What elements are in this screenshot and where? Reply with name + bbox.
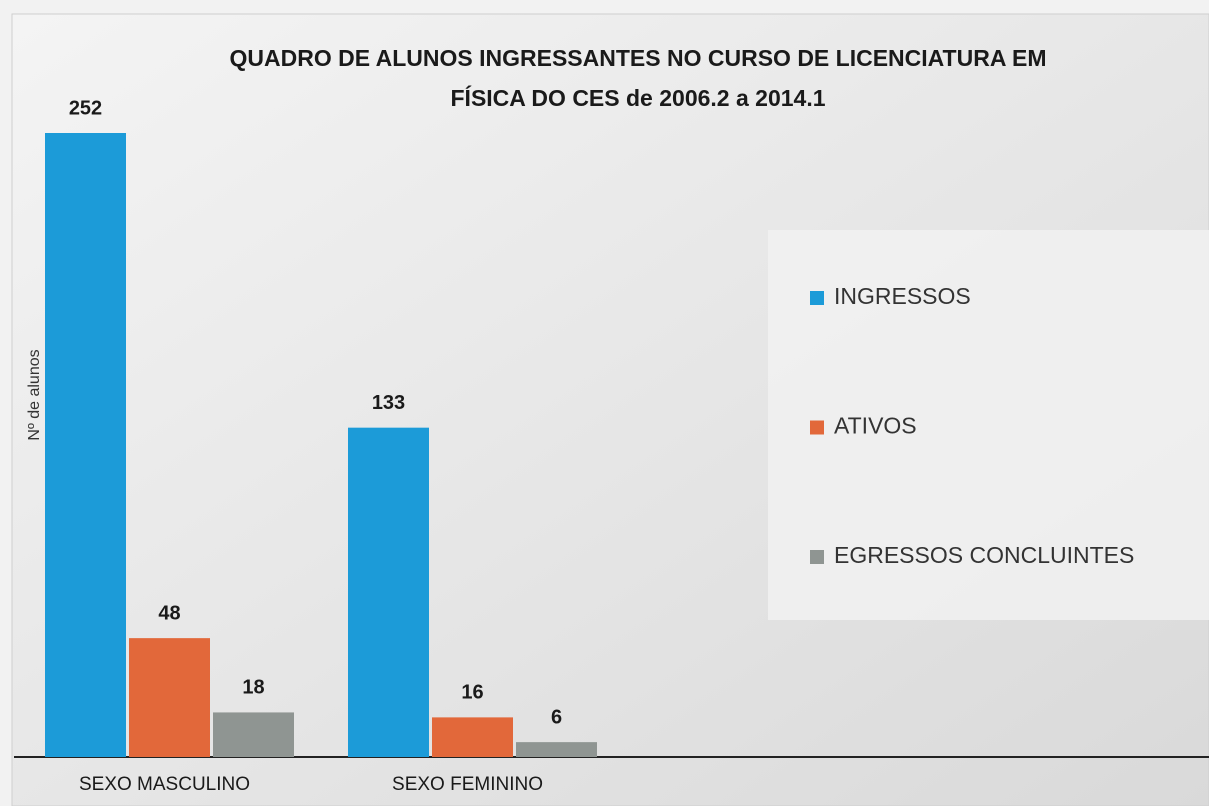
chart-title: FÍSICA DO CES de 2006.2 a 2014.1 — [451, 84, 826, 111]
x-tick-label: SEXO MASCULINO — [79, 774, 250, 795]
bar — [516, 742, 597, 757]
data-label: 252 — [69, 97, 102, 119]
bar — [45, 133, 126, 757]
data-label: 48 — [158, 602, 180, 624]
bar — [129, 638, 210, 757]
legend-swatch — [810, 291, 824, 305]
legend-swatch — [810, 550, 824, 564]
bar — [432, 717, 513, 757]
legend-box — [768, 230, 1209, 620]
bar — [213, 712, 294, 757]
legend-swatch — [810, 420, 824, 435]
legend-label: INGRESSOS — [834, 283, 971, 309]
data-label: 16 — [461, 682, 483, 704]
x-tick-label: SEXO FEMININO — [392, 774, 543, 795]
data-label: 133 — [372, 392, 405, 414]
legend-label: EGRESSOS CONCLUINTES — [834, 542, 1134, 568]
legend-label: ATIVOS — [834, 413, 917, 439]
data-label: 18 — [242, 677, 264, 699]
chart-title: QUADRO DE ALUNOS INGRESSANTES NO CURSO D… — [230, 45, 1047, 71]
data-label: 6 — [551, 706, 562, 728]
y-axis-label: Nº de alunos — [26, 349, 43, 440]
bar — [348, 427, 429, 757]
